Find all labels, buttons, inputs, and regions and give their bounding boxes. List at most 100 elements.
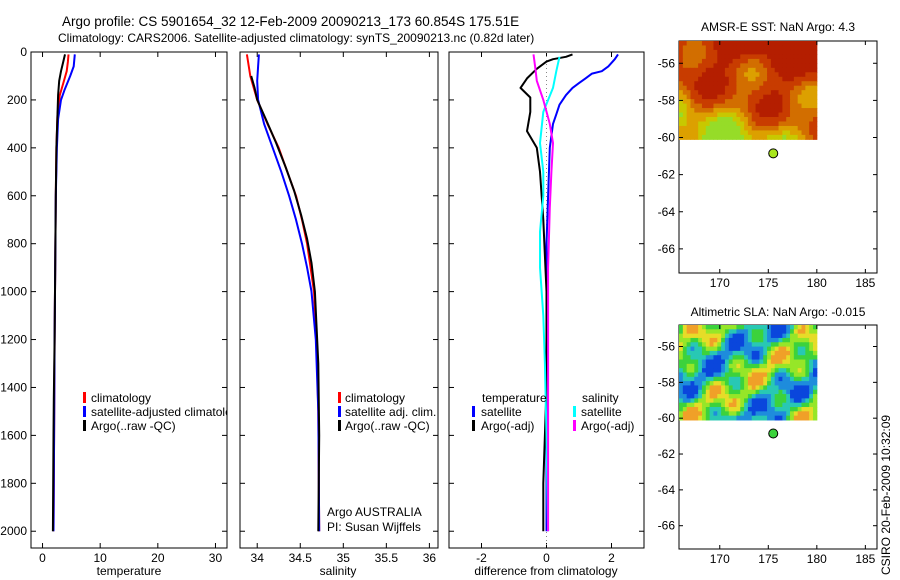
heatmap-cell bbox=[705, 72, 711, 78]
heatmap-cell bbox=[721, 415, 726, 421]
heatmap-cell bbox=[682, 415, 688, 421]
heatmap-cell bbox=[709, 99, 714, 105]
legend-swatch-argo bbox=[83, 420, 86, 431]
heatmap-cell bbox=[813, 385, 818, 391]
heatmap-cell bbox=[682, 112, 688, 118]
heatmap-cell bbox=[755, 372, 760, 378]
heatmap-cell bbox=[732, 130, 737, 136]
heatmap-cell bbox=[705, 415, 711, 421]
heatmap-cell bbox=[786, 363, 791, 369]
heatmap-cell bbox=[721, 325, 726, 330]
heatmap-cell bbox=[793, 394, 799, 399]
heatmap-cell bbox=[767, 411, 772, 417]
heatmap-cell bbox=[701, 41, 707, 46]
heatmap-cell bbox=[705, 63, 711, 69]
y-tick-label: 1000 bbox=[0, 285, 27, 299]
heatmap-cell bbox=[686, 117, 691, 122]
heatmap-cell bbox=[690, 54, 695, 60]
heatmap-cell bbox=[701, 333, 707, 339]
heatmap-cell bbox=[690, 134, 695, 140]
heatmap-cell bbox=[770, 355, 776, 361]
heatmap-cell bbox=[721, 134, 726, 140]
heatmap-cell bbox=[778, 99, 783, 105]
heatmap-cell bbox=[782, 45, 787, 51]
heatmap-cell bbox=[770, 72, 776, 78]
heatmap-cell bbox=[682, 94, 688, 100]
heatmap-cell bbox=[705, 346, 711, 352]
heatmap-cell bbox=[793, 359, 799, 365]
heatmap-cell bbox=[747, 350, 753, 356]
heatmap-cell bbox=[740, 350, 745, 356]
x-tick-label: 185 bbox=[855, 276, 875, 290]
heatmap-cell bbox=[698, 125, 703, 131]
heatmap-cell bbox=[813, 415, 818, 421]
heatmap-cell bbox=[713, 342, 718, 348]
heatmap-cell bbox=[763, 325, 768, 330]
heatmap-cell bbox=[686, 385, 691, 391]
heatmap-cell bbox=[721, 58, 726, 64]
heatmap-cell bbox=[701, 85, 707, 91]
heatmap-cell bbox=[813, 350, 818, 356]
heatmap-cell bbox=[778, 346, 783, 352]
heatmap-cell bbox=[721, 45, 726, 51]
legend-swatch-sal-satellite bbox=[573, 406, 576, 417]
heatmap-cell bbox=[805, 45, 810, 51]
heatmap-cell bbox=[793, 355, 799, 361]
heatmap-cell bbox=[790, 350, 795, 356]
heatmap-cell bbox=[805, 134, 810, 140]
heatmap-cell bbox=[774, 325, 780, 330]
heatmap-cell bbox=[778, 49, 783, 55]
heatmap-cell bbox=[698, 355, 703, 361]
heatmap-cell bbox=[763, 58, 768, 64]
heatmap-cell bbox=[728, 103, 734, 109]
heatmap-cell bbox=[740, 81, 745, 87]
heatmap-cell bbox=[717, 99, 722, 105]
heatmap-cell bbox=[686, 394, 691, 399]
heatmap-cell bbox=[728, 407, 734, 412]
heatmap-cell bbox=[717, 130, 722, 136]
heatmap-cell bbox=[705, 125, 711, 131]
heatmap-cell bbox=[690, 359, 695, 365]
heatmap-cell bbox=[701, 368, 707, 373]
heatmap-cell bbox=[682, 108, 688, 114]
heatmap-cell bbox=[793, 381, 799, 386]
heatmap-cell bbox=[705, 49, 711, 55]
heatmap-cell bbox=[736, 333, 741, 339]
heatmap-cell bbox=[721, 372, 726, 378]
heatmap-cell bbox=[782, 415, 787, 421]
legend-label: Argo(-adj) bbox=[581, 419, 634, 433]
heatmap-cell bbox=[732, 72, 737, 78]
heatmap-cell bbox=[759, 72, 764, 78]
heatmap-cell bbox=[770, 63, 776, 69]
heatmap-cell bbox=[694, 381, 699, 386]
heatmap-cell bbox=[767, 45, 772, 51]
heatmap-cell bbox=[690, 372, 695, 378]
heatmap-cell bbox=[778, 337, 783, 343]
heatmap-cell bbox=[801, 342, 806, 348]
heatmap-cell bbox=[751, 67, 757, 73]
heatmap-cell bbox=[793, 112, 799, 118]
heatmap-cell bbox=[790, 398, 795, 404]
heatmap-cell bbox=[698, 121, 703, 127]
heatmap-cell bbox=[751, 76, 757, 82]
heatmap-cell bbox=[782, 407, 787, 412]
heatmap-cell bbox=[782, 342, 787, 348]
heatmap-cell bbox=[721, 67, 726, 73]
heatmap-cell bbox=[747, 368, 753, 373]
heatmap-cell bbox=[770, 112, 776, 118]
heatmap-cell bbox=[763, 415, 768, 421]
heatmap-cell bbox=[744, 346, 749, 352]
heatmap-cell bbox=[701, 76, 707, 82]
heatmap-cell bbox=[698, 103, 703, 109]
heatmap-cell bbox=[679, 130, 684, 136]
heatmap-cell bbox=[721, 389, 726, 395]
heatmap-cell bbox=[747, 130, 753, 136]
heatmap-cell bbox=[728, 329, 734, 335]
heatmap-cell bbox=[732, 407, 737, 412]
heatmap-cell bbox=[786, 130, 791, 136]
heatmap-cell bbox=[770, 381, 776, 386]
heatmap-cell bbox=[763, 333, 768, 339]
heatmap-cell bbox=[782, 76, 787, 82]
heatmap-cell bbox=[759, 130, 764, 136]
heatmap-cell bbox=[732, 376, 737, 382]
